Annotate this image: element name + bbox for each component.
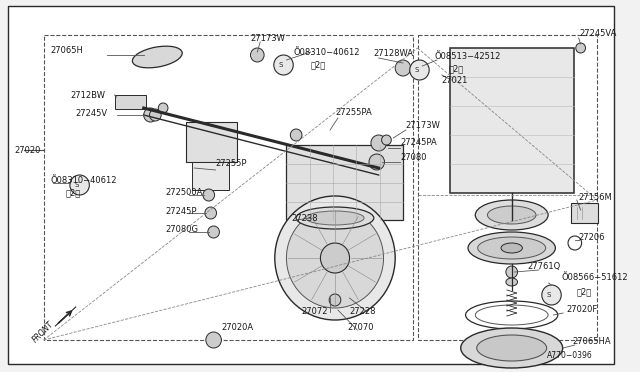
Text: 272500A: 272500A <box>165 187 202 196</box>
Text: 27245PA: 27245PA <box>400 138 436 147</box>
Circle shape <box>287 208 383 308</box>
Text: S: S <box>547 292 551 298</box>
Circle shape <box>274 55 293 75</box>
Ellipse shape <box>461 328 563 368</box>
Bar <box>44 35 413 340</box>
Text: Õ08566−51612: Õ08566−51612 <box>561 273 628 282</box>
Ellipse shape <box>501 243 522 253</box>
Circle shape <box>369 154 385 170</box>
Ellipse shape <box>488 206 536 224</box>
Text: 27173W: 27173W <box>406 121 441 129</box>
Ellipse shape <box>306 211 364 225</box>
Circle shape <box>542 285 561 305</box>
Ellipse shape <box>506 278 518 286</box>
Circle shape <box>381 135 391 145</box>
Text: 27070: 27070 <box>348 324 374 333</box>
Text: A770−0396: A770−0396 <box>547 351 592 360</box>
Circle shape <box>321 243 349 273</box>
Ellipse shape <box>468 232 556 264</box>
Circle shape <box>576 43 586 53</box>
Circle shape <box>395 60 411 76</box>
Circle shape <box>206 332 221 348</box>
Text: 27065H: 27065H <box>51 45 83 55</box>
Text: Õ08310−40612: Õ08310−40612 <box>51 176 117 185</box>
Text: （2）: （2） <box>66 189 81 198</box>
Text: 27255PA: 27255PA <box>335 108 372 116</box>
Text: FRONT: FRONT <box>31 320 56 344</box>
Circle shape <box>371 135 387 151</box>
Text: 27245P: 27245P <box>165 206 196 215</box>
Circle shape <box>329 294 341 306</box>
Text: 27245V: 27245V <box>76 109 108 118</box>
Ellipse shape <box>132 46 182 68</box>
Circle shape <box>203 189 214 201</box>
Ellipse shape <box>476 200 548 230</box>
Bar <box>115 95 146 109</box>
Ellipse shape <box>296 207 374 229</box>
Text: 27020F: 27020F <box>566 305 597 314</box>
Text: 27245VA: 27245VA <box>580 29 617 38</box>
Text: （2）: （2） <box>577 288 592 296</box>
Circle shape <box>144 108 157 122</box>
Text: 27761Q: 27761Q <box>527 263 561 272</box>
Text: Õ08310−40612: Õ08310−40612 <box>293 48 360 57</box>
Bar <box>287 145 403 220</box>
Text: 27255P: 27255P <box>216 158 247 167</box>
Text: S: S <box>278 62 283 68</box>
Circle shape <box>250 48 264 62</box>
Text: 27065HA: 27065HA <box>573 337 611 346</box>
Circle shape <box>275 196 395 320</box>
Text: 27080G: 27080G <box>165 224 198 234</box>
Circle shape <box>158 103 168 113</box>
Text: Õ08513−42512: Õ08513−42512 <box>435 51 501 61</box>
Text: 27156M: 27156M <box>579 192 612 202</box>
Text: 27072: 27072 <box>301 308 328 317</box>
Circle shape <box>150 109 161 121</box>
Text: S: S <box>414 67 419 73</box>
Text: 27020: 27020 <box>15 145 41 154</box>
Circle shape <box>70 175 90 195</box>
Text: 2712BW: 2712BW <box>70 90 105 99</box>
Text: 27080: 27080 <box>400 153 426 161</box>
Circle shape <box>291 129 302 141</box>
Text: 27020A: 27020A <box>221 324 253 333</box>
Text: 27173W: 27173W <box>250 33 285 42</box>
Circle shape <box>506 266 518 278</box>
Ellipse shape <box>477 237 546 259</box>
Bar <box>186 122 237 162</box>
Bar <box>192 162 229 190</box>
Circle shape <box>410 60 429 80</box>
Bar <box>417 35 597 340</box>
Text: （2）: （2） <box>449 64 464 74</box>
Bar <box>571 203 598 223</box>
Text: 27228: 27228 <box>349 308 376 317</box>
Circle shape <box>208 226 220 238</box>
Text: 27128WA: 27128WA <box>374 48 414 58</box>
Text: S: S <box>74 182 79 188</box>
Text: （2）: （2） <box>310 61 326 70</box>
Bar <box>449 48 574 193</box>
Circle shape <box>205 207 216 219</box>
Ellipse shape <box>477 335 547 361</box>
Text: 27021: 27021 <box>442 76 468 84</box>
Text: 27206: 27206 <box>579 232 605 241</box>
Text: 27238: 27238 <box>291 214 318 222</box>
